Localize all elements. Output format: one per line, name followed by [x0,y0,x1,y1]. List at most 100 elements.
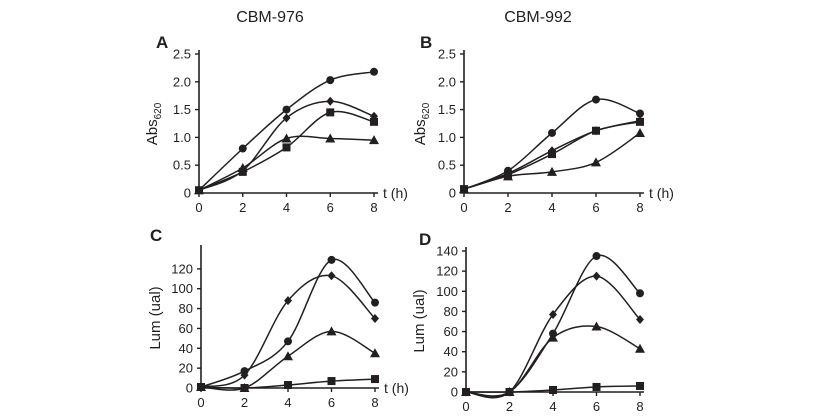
data-point-circle [636,109,644,118]
data-point-square [636,381,644,390]
data-point-diamond [326,96,335,106]
data-point-square [592,126,600,135]
x-tick-label: 6 [592,200,599,215]
data-point-circle [371,298,379,307]
y-tick-label: 20 [179,361,193,376]
series-line-diamond [200,274,376,388]
series-line-circle [198,71,375,191]
data-point-circle [284,337,292,346]
panel-c: C 0 20 40 60 80 100 120 0 2 4 6 8 t (h) Lum (ual) [147,226,409,410]
y-axis-label: Lum (ual) [147,286,164,349]
data-point-square [636,117,644,126]
data-point-triangle [635,343,645,353]
y-tick-label: 0 [451,385,458,400]
y-tick-label: 1.5 [173,102,191,117]
panel-letter: C [150,226,162,245]
x-tick-label: 2 [241,395,248,410]
x-tick-label: 4 [548,200,555,215]
panel-letter: D [419,230,431,249]
data-point-square [282,143,291,152]
y-tick-label: 80 [179,301,193,316]
column-title-cbm-976: CBM-976 [236,9,304,26]
y-tick-label: 100 [171,281,193,296]
data-point-square [592,382,601,391]
data-point-circle [636,289,644,298]
x-tick-label: 0 [460,200,467,215]
x-tick-label: 4 [283,200,290,215]
data-point-square [326,108,335,117]
x-tick-label: 6 [593,399,600,414]
data-point-square [327,377,336,386]
data-point-triangle [325,133,336,143]
data-point-circle [282,105,291,114]
y-tick-label: 60 [179,321,193,336]
y-tick-label: 1.0 [173,130,191,145]
x-axis-label: t (h) [383,185,408,201]
data-point-square [284,381,292,390]
panel-b: B 0 0.5 1.0 1.5 2.0 2.5 0 2 4 6 8 t (h) Abs620 [412,33,674,215]
y-tick-label: 80 [444,304,458,319]
y-axis-label: Lum (ual) [411,289,428,352]
y-tick-label: 0 [449,186,456,201]
data-point-triangle [591,321,602,331]
x-tick-label: 0 [197,395,204,410]
y-tick-label: 140 [436,244,458,259]
x-tick-label: 6 [328,395,335,410]
x-axis-label: t (h) [384,380,409,396]
y-axis-label: Abs620 [412,102,432,145]
x-tick-label: 2 [506,399,513,414]
data-point-diamond [282,113,291,123]
y-tick-label: 100 [436,284,458,299]
data-point-triangle [194,185,204,195]
data-point-square [505,388,514,396]
data-point-triangle [503,171,513,181]
y-tick-label: 120 [171,261,193,276]
data-point-square [371,375,379,384]
y-tick-label: 1.0 [438,130,456,145]
series-line-circle [200,258,376,388]
data-point-triangle [635,127,645,137]
x-tick-label: 6 [327,200,334,215]
data-point-circle [327,255,336,264]
x-tick-label: 2 [239,200,246,215]
x-tick-label: 2 [504,200,511,215]
data-point-square [370,117,378,126]
y-tick-label: 60 [444,324,458,339]
y-tick-label: 20 [444,364,458,379]
data-point-triangle [326,326,337,336]
y-tick-label: 120 [436,264,458,279]
data-point-triangle [283,351,293,361]
data-point-triangle [237,162,248,172]
y-tick-label: 2.5 [438,47,456,62]
data-point-circle [326,76,335,85]
y-tick-label: 0.5 [438,158,456,173]
y-axis-label: Abs620 [144,102,164,145]
x-tick-label: 8 [636,399,643,414]
data-point-square [548,150,556,159]
y-tick-label: 0.5 [173,158,191,173]
column-title-cbm-992: CBM-992 [504,9,572,26]
data-point-triangle [591,157,601,167]
x-tick-label: 0 [195,200,202,215]
data-point-triangle [369,135,379,145]
y-tick-label: 0 [184,186,191,201]
data-point-diamond [549,309,557,319]
y-tick-label: 2.0 [173,74,191,89]
y-tick-label: 40 [444,344,458,359]
data-point-circle [548,128,556,137]
data-point-diamond [371,314,379,323]
data-point-diamond [284,296,292,306]
data-point-circle [592,252,601,261]
data-point-square [197,383,205,392]
y-tick-label: 0 [186,381,193,396]
data-point-diamond [327,271,336,281]
data-point-diamond [636,314,644,324]
data-point-diamond [240,370,249,380]
y-tick-label: 1.5 [438,102,456,117]
x-tick-label: 8 [371,395,378,410]
data-point-circle [370,67,378,76]
data-point-triangle [281,133,292,143]
y-tick-label: 2.5 [173,47,191,62]
panel-letter: B [420,33,432,52]
